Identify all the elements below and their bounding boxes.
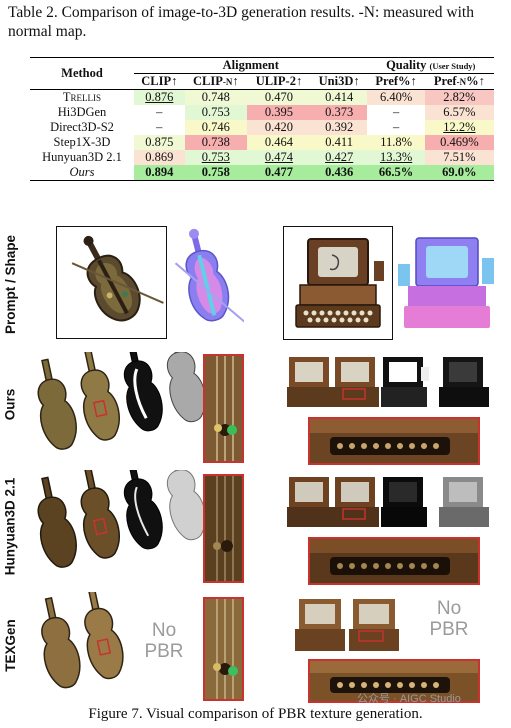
cell-ulip2: 0.474 bbox=[247, 150, 311, 165]
header-alignment: Alignment bbox=[134, 57, 368, 74]
hunyuan-typewriter-closeup bbox=[308, 537, 480, 585]
cell-ulip2: 0.470 bbox=[247, 89, 311, 105]
method-cell: Direct3D-S2 bbox=[50, 120, 114, 134]
header-pref-n: Pref-N%↑ bbox=[425, 74, 494, 90]
header-quality-label: Quality bbox=[386, 58, 427, 72]
row-label-prompt: Prompt / Shape bbox=[2, 234, 18, 334]
header-quality: Quality (User Study) bbox=[367, 57, 494, 74]
header-clip-n: CLIP-N↑ bbox=[185, 74, 248, 90]
cell-ulip2: 0.477 bbox=[247, 165, 311, 181]
watermark: 公众号 · AIGC Studio bbox=[357, 693, 461, 705]
header-quality-note: (User Study) bbox=[429, 61, 476, 71]
violin-normal-map bbox=[172, 226, 250, 344]
header-clip-n-sub: -N bbox=[222, 77, 233, 87]
cell-clip: – bbox=[156, 120, 163, 134]
ours-violin-renders bbox=[27, 328, 211, 464]
cell-clip-n: 0.753 bbox=[184, 105, 248, 120]
cell-ulip2: 0.464 bbox=[247, 135, 311, 150]
cell-clip: 0.876 bbox=[134, 89, 185, 105]
cell-uni3d: 0.373 bbox=[310, 105, 368, 120]
cell-uni3d: 0.411 bbox=[310, 135, 368, 150]
cell-clip-n: 0.753 bbox=[184, 150, 248, 165]
cell-clip: 0.869 bbox=[134, 150, 185, 165]
no-pbr-line2: PBR bbox=[144, 641, 184, 662]
table-row: Hunyuan3D 2.1 0.869 0.753 0.474 0.427 13… bbox=[30, 150, 494, 165]
no-pbr-line1: No bbox=[151, 620, 177, 641]
cell-pref: – bbox=[392, 105, 400, 119]
table-row: Step1X-3D 0.875 0.738 0.464 0.411 11.8% … bbox=[30, 135, 494, 150]
table-row: Trellis 0.876 0.748 0.470 0.414 6.40% 2.… bbox=[30, 89, 494, 105]
table-row: Hi3DGen – 0.753 0.395 0.373 – 6.57% bbox=[30, 105, 494, 120]
texgen-violin-no-pbr: No PBR bbox=[142, 620, 186, 662]
figure-caption: Figure 7. Visual comparison of PBR textu… bbox=[88, 706, 423, 722]
row-label-hunyuan: Hunyuan3D 2.1 bbox=[2, 477, 18, 575]
cell-clip-n: 0.746 bbox=[184, 120, 248, 135]
row-label-texgen: TEXGen bbox=[2, 618, 18, 672]
cell-pref-n: 0.469% bbox=[424, 135, 494, 150]
cell-pref-n: 69.0% bbox=[424, 165, 494, 181]
header-uni3d: Uni3D↑ bbox=[318, 74, 360, 88]
header-pref-n-sub: -N bbox=[456, 77, 467, 87]
cell-pref-n: 12.2% bbox=[424, 120, 494, 135]
results-table: Method Alignment Quality (User Study) CL… bbox=[30, 57, 494, 181]
header-pref: Pref%↑ bbox=[375, 74, 417, 88]
cell-clip-n: 0.738 bbox=[184, 135, 248, 150]
cell-pref-n: 7.51% bbox=[424, 150, 494, 165]
typewriter-prompt-image bbox=[283, 226, 393, 340]
cell-uni3d: 0.427 bbox=[310, 150, 368, 165]
cell-pref: – bbox=[392, 120, 400, 134]
table-caption: Table 2. Comparison of image-to-3D gener… bbox=[8, 4, 474, 40]
cell-pref: 6.40% bbox=[367, 89, 425, 105]
cell-pref: 66.5% bbox=[367, 165, 425, 181]
method-cell: Hunyuan3D 2.1 bbox=[42, 150, 122, 164]
texgen-typewriter-renders bbox=[295, 595, 403, 655]
table-row: Ours 0.894 0.758 0.477 0.436 66.5% 69.0% bbox=[30, 165, 494, 181]
cell-uni3d: 0.392 bbox=[310, 120, 368, 135]
row-label-ours: Ours bbox=[2, 388, 18, 420]
cell-clip: – bbox=[156, 105, 163, 119]
cell-pref: 11.8% bbox=[367, 135, 425, 150]
texgen-typewriter-closeup bbox=[308, 659, 480, 703]
header-method: Method bbox=[61, 66, 103, 80]
ours-typewriter-closeup bbox=[308, 417, 480, 465]
cell-clip-n: 0.758 bbox=[184, 165, 248, 181]
header-clip-n-main: CLIP bbox=[193, 74, 223, 88]
header-clip: CLIP↑ bbox=[141, 74, 178, 88]
hunyuan-violin-renders bbox=[27, 446, 211, 582]
no-pbr-line1: No bbox=[436, 598, 462, 619]
header-clip-n-arrow: ↑ bbox=[232, 74, 239, 88]
method-cell: Hi3DGen bbox=[57, 105, 107, 119]
no-pbr-line2: PBR bbox=[429, 619, 469, 640]
header-pref-n-arrow: %↑ bbox=[466, 74, 485, 88]
cell-pref: 13.3% bbox=[367, 150, 425, 165]
header-pref-n-main: Pref bbox=[433, 74, 457, 88]
cell-pref-n: 2.82% bbox=[424, 89, 494, 105]
cell-clip-n: 0.748 bbox=[184, 89, 248, 105]
method-cell: Trellis bbox=[62, 90, 102, 104]
header-ulip2: ULIP-2↑ bbox=[255, 74, 303, 88]
cell-ulip2: 0.395 bbox=[247, 105, 311, 120]
method-cell: Step1X-3D bbox=[53, 135, 111, 149]
cell-clip: 0.894 bbox=[134, 165, 185, 181]
cell-uni3d: 0.436 bbox=[310, 165, 368, 181]
ours-typewriter-renders bbox=[287, 353, 503, 411]
texgen-violin-closeup bbox=[203, 597, 244, 701]
table-row: Direct3D-S2 – 0.746 0.420 0.392 – 12.2% bbox=[30, 120, 494, 135]
cell-uni3d: 0.414 bbox=[310, 89, 368, 105]
cell-pref-n: 6.57% bbox=[424, 105, 494, 120]
texgen-typewriter-no-pbr: No PBR bbox=[426, 598, 472, 640]
method-cell: Ours bbox=[69, 165, 95, 179]
hunyuan-typewriter-renders bbox=[287, 473, 503, 531]
violin-prompt-image bbox=[56, 226, 167, 339]
texgen-violin-renders bbox=[31, 584, 129, 698]
cell-clip: 0.875 bbox=[134, 135, 185, 150]
hunyuan-violin-closeup bbox=[203, 474, 244, 583]
typewriter-normal-map bbox=[394, 228, 500, 336]
ours-violin-closeup bbox=[203, 354, 244, 463]
cell-ulip2: 0.420 bbox=[247, 120, 311, 135]
